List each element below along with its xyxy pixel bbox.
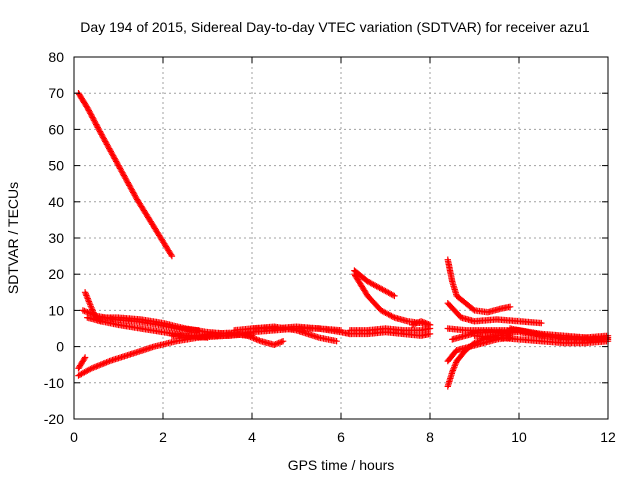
data-point [85,107,92,114]
x-tick-label: 8 [426,429,434,445]
data-point [110,153,118,161]
data-point [113,159,121,166]
grid-lines [74,57,608,419]
data-point [87,303,94,310]
x-axis-title: GPS time / hours [288,457,395,473]
data-point [92,120,99,127]
data-point [100,135,107,142]
data-point [113,158,120,165]
data-point [426,330,434,338]
data-point [94,124,101,131]
y-tick-label: 70 [48,85,64,101]
x-tick-label: 6 [337,429,345,445]
data-point [104,142,111,149]
x-tick-label: 12 [600,429,616,445]
data-point [118,168,125,175]
data-point [90,115,97,123]
y-tick-label: 20 [48,266,64,282]
data-point [131,192,138,199]
data-point [96,127,103,134]
data-point [87,111,95,118]
data-point [130,190,138,198]
y-tick-label: 30 [48,230,64,246]
series-arc-18 [444,300,545,327]
data-point [538,319,545,327]
y-tick-label: -10 [44,375,64,391]
data-point [279,338,287,345]
data-point [167,251,175,258]
data-point [426,321,434,329]
data-point [107,148,114,155]
y-tick-label: 60 [48,121,64,137]
series-arc-3 [75,354,89,372]
data-point [122,175,129,182]
data-point [168,252,176,260]
series-arc-13 [346,328,434,339]
data-point [115,162,122,169]
y-tick-label: 0 [56,339,64,355]
data-point [83,293,91,301]
data-point [125,180,132,188]
y-axis-title: SDTVAR / TECUs [5,182,21,294]
series-arc-23 [471,332,612,347]
data-point [128,186,135,193]
data-point [81,354,89,361]
data-point [93,122,101,130]
series-arc-20 [444,334,514,365]
data-point [470,306,477,313]
series-arc-16 [409,318,434,329]
data-point [106,146,114,154]
chart-title: Day 194 of 2015, Sidereal Day-to-day VTE… [80,19,590,35]
data-point [87,365,94,373]
data-point [101,136,108,144]
data-point [333,338,340,345]
data-point [389,313,397,320]
data-point [81,355,88,362]
y-tick-label: 80 [48,49,64,65]
x-tick-label: 0 [70,429,78,445]
data-point [89,114,96,121]
data-point [87,110,94,117]
data-point [93,121,100,128]
series-arc-25 [506,325,612,343]
data-point [97,129,104,137]
data-point [127,185,135,192]
data-point [391,292,398,300]
data-point [247,333,254,341]
data-point [95,125,102,132]
y-tick-label: 40 [48,194,64,210]
data-point [88,112,95,120]
data-point [90,117,98,124]
data-point [116,163,123,171]
data-point [91,118,98,125]
y-tick-label: 10 [48,302,64,318]
data-point [124,179,131,186]
data-series [75,90,612,390]
data-point [109,152,117,159]
axis-ticks: 0 2 4 6 8 10 12 -20 -10 0 10 20 30 40 50 60 70 80 [44,49,616,445]
data-point [84,105,92,113]
data-point [121,173,128,181]
x-tick-label: 10 [511,429,527,445]
data-point [450,365,457,372]
x-tick-label: 2 [159,429,167,445]
data-point [98,131,105,138]
series-arc-14 [351,267,398,300]
data-point [96,128,104,135]
data-point [84,104,91,111]
series-arc-9 [204,329,287,348]
y-tick-label: -20 [44,411,64,427]
series-arc-17 [444,256,514,316]
data-point [389,291,397,299]
x-tick-label: 4 [248,429,256,445]
data-point [119,169,126,176]
data-point [506,303,514,310]
y-tick-label: 50 [48,158,64,174]
data-point [103,141,111,148]
data-point [86,108,93,116]
